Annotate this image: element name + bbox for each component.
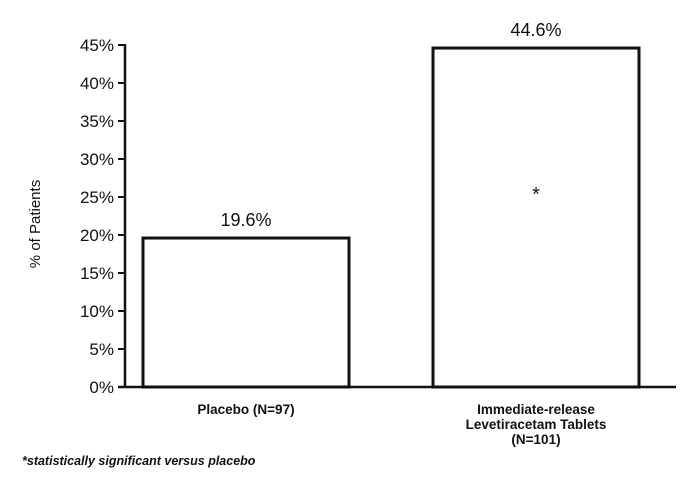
x-category-label-line: Levetiracetam Tablets	[466, 417, 607, 432]
y-tick-label: 20%	[80, 226, 114, 245]
y-tick-label: 0%	[89, 378, 114, 397]
x-category-label-line: Placebo (N=97)	[197, 402, 294, 417]
x-category-label: Immediate-release Levetiracetam Tablets (N…	[466, 402, 607, 447]
y-tick-label: 25%	[80, 188, 114, 207]
y-tick-label: 10%	[80, 302, 114, 321]
x-axis-labels: Placebo (N=97) Immediate-release Levetirac…	[197, 402, 606, 447]
data-label: 44.6%	[510, 20, 561, 40]
significance-marker: *	[532, 184, 540, 206]
y-tick-label: 40%	[80, 74, 114, 93]
bars: 19.6% 44.6% *	[141, 20, 641, 389]
bar	[141, 236, 351, 389]
data-label: 19.6%	[220, 210, 271, 230]
x-category-label: Placebo (N=97)	[197, 402, 294, 417]
footnote: *statistically significant versus placeb…	[22, 454, 256, 468]
x-category-label-line: (N=101)	[511, 432, 560, 447]
y-tick-label: 15%	[80, 264, 114, 283]
y-axis-label: % of Patients	[27, 180, 44, 268]
x-category-label-line: Immediate-release	[477, 402, 595, 417]
y-axis-ticks: 0% 5% 10% 15% 20% 25% 30% 35% 40% 45%	[80, 36, 125, 397]
bar	[431, 46, 641, 389]
y-tick-label: 35%	[80, 112, 114, 131]
y-tick-label: 30%	[80, 150, 114, 169]
y-tick-label: 5%	[89, 340, 114, 359]
y-tick-label: 45%	[80, 36, 114, 55]
axes	[118, 44, 676, 389]
